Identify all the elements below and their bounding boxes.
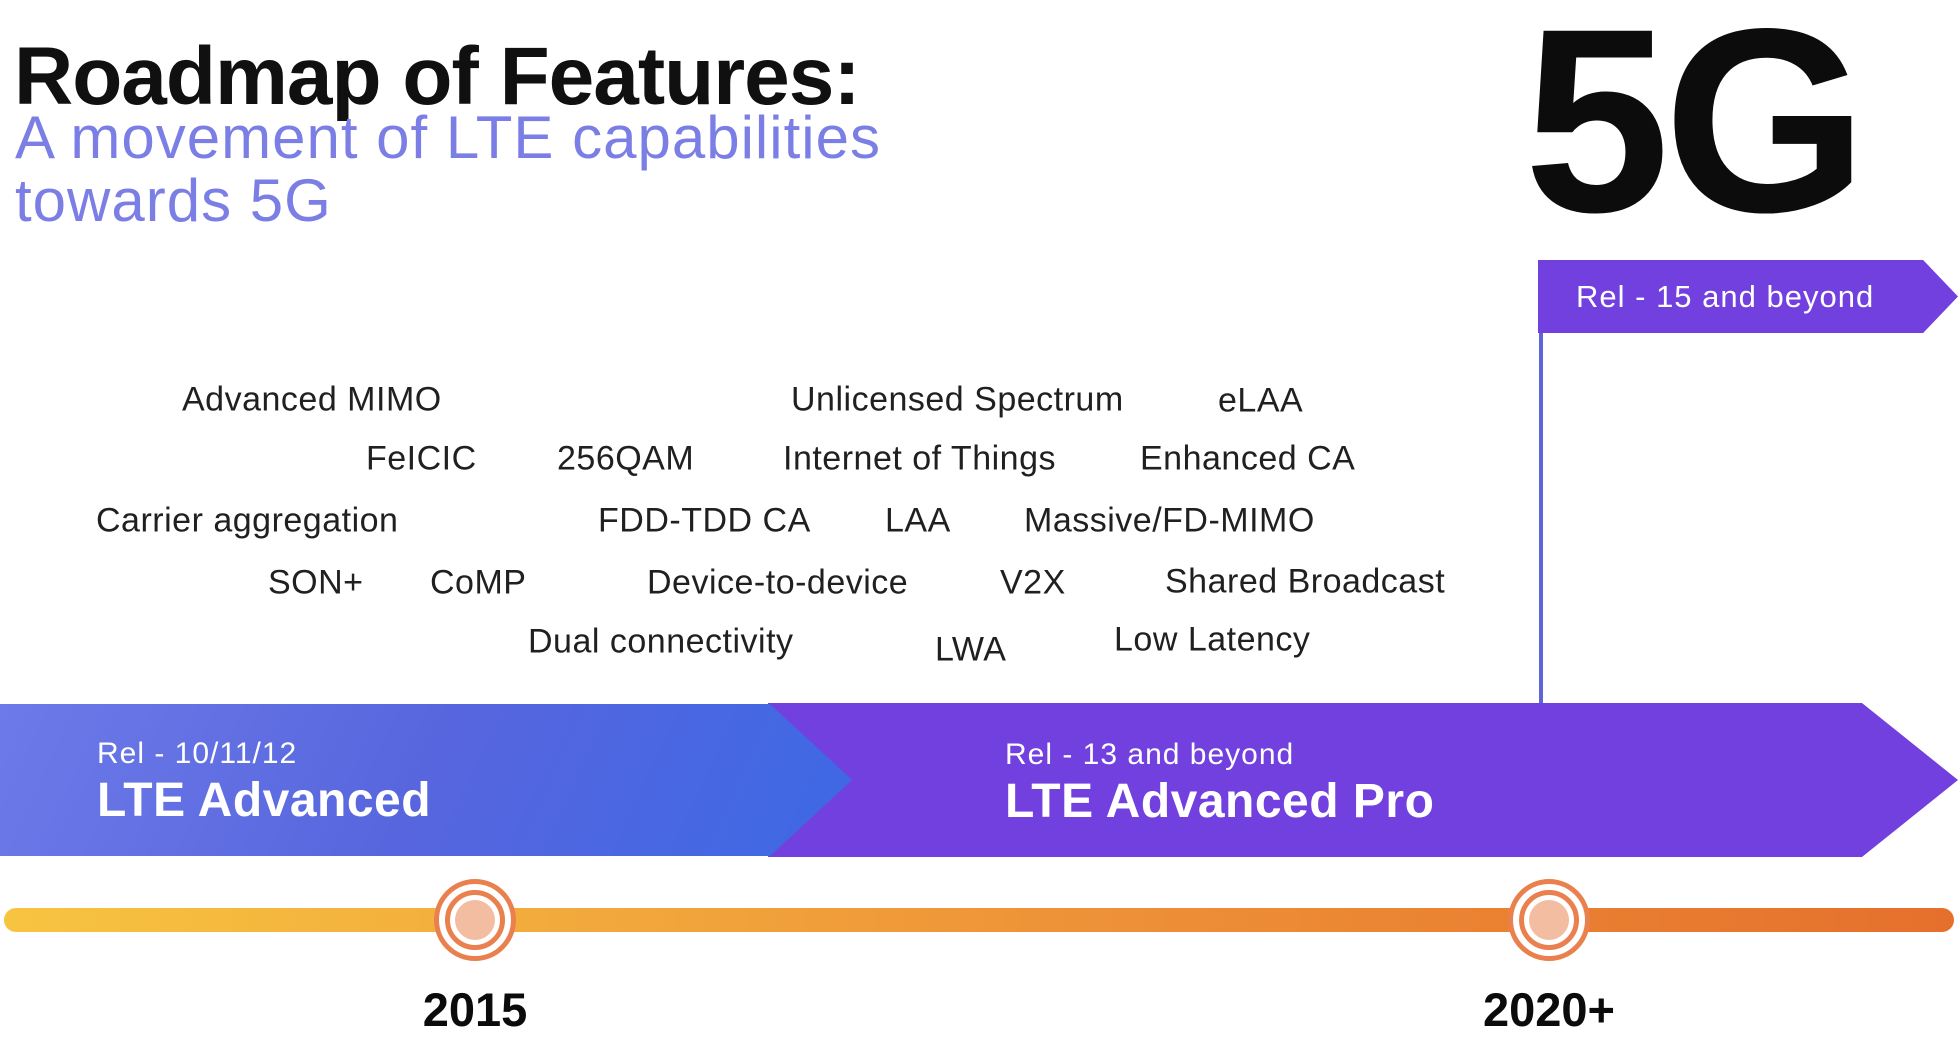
page-subtitle-line1: A movement of LTE capabilities	[15, 104, 881, 171]
feature-label: SON+	[268, 563, 364, 602]
lte-advanced-pro-arrow: Rel - 13 and beyond LTE Advanced Pro	[768, 703, 1958, 857]
feature-label: Enhanced CA	[1140, 439, 1356, 478]
feature-label: V2X	[1000, 563, 1066, 602]
feature-label: Shared Broadcast	[1165, 562, 1446, 601]
lte-advanced-release: Rel - 10/11/12	[97, 737, 298, 770]
lte-advanced-arrow: Rel - 10/11/12 LTE Advanced	[0, 704, 852, 856]
marker-middle-ring	[1519, 890, 1579, 950]
feature-label: Carrier aggregation	[96, 501, 399, 540]
marker-dot	[1529, 900, 1569, 940]
feature-label: 256QAM	[557, 439, 695, 478]
feature-label: CoMP	[430, 563, 527, 602]
lte-advanced-pro-name: LTE Advanced Pro	[1005, 775, 1435, 828]
year-label: 2015	[422, 983, 528, 1036]
lte-advanced-name: LTE Advanced	[97, 774, 432, 827]
timeline-bar	[4, 908, 1954, 932]
feature-label: Advanced MIMO	[182, 380, 442, 419]
marker-dot	[455, 900, 495, 940]
feature-label: Massive/FD-MIMO	[1024, 501, 1315, 540]
feature-label: Low Latency	[1114, 620, 1311, 659]
lte-advanced-pro-release: Rel - 13 and beyond	[1005, 738, 1295, 771]
rel15-banner: Rel - 15 and beyond	[1538, 260, 1958, 333]
page-subtitle: A movement of LTE capabilities towards 5…	[15, 106, 881, 232]
feature-label: Unlicensed Spectrum	[791, 380, 1124, 419]
feature-label: Device-to-device	[647, 563, 909, 602]
feature-label: LWA	[935, 630, 1007, 669]
feature-label: FeICIC	[366, 439, 477, 478]
rel15-banner-label: Rel - 15 and beyond	[1576, 279, 1875, 314]
year-label: 2020+	[1482, 983, 1616, 1036]
feature-label: Internet of Things	[783, 439, 1056, 478]
page-title: Roadmap of Features:	[14, 31, 861, 122]
feature-label: FDD-TDD CA	[598, 501, 811, 540]
feature-label: LAA	[885, 501, 951, 540]
timeline-marker: 2015	[423, 879, 527, 1036]
timeline-marker: 2020+	[1483, 879, 1615, 1036]
connector-line	[1539, 300, 1543, 707]
five-g-label: 5G	[1524, 0, 1868, 267]
feature-label: Dual connectivity	[528, 622, 794, 661]
page-subtitle-line2: towards 5G	[15, 167, 332, 234]
feature-label: eLAA	[1218, 381, 1304, 420]
